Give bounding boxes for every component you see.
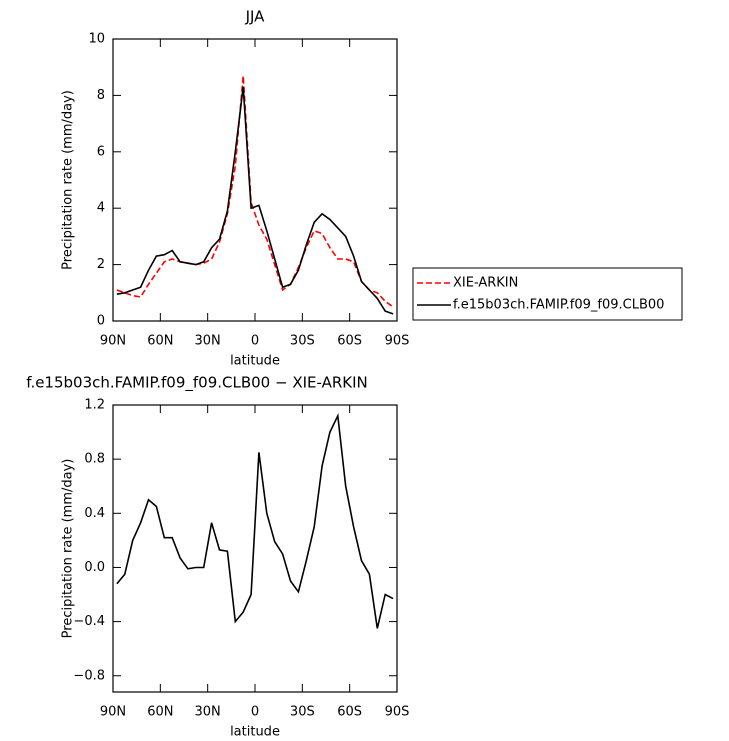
legend-label: XIE-ARKIN [453,276,518,291]
x-tick-label: 0 [251,705,259,720]
y-tick-label: −0.4 [73,614,105,629]
y-tick-label: 0 [97,314,105,329]
x-tick-label: 60N [147,334,173,349]
x-tick-label: 60S [337,705,362,720]
y-tick-label: 10 [88,32,105,47]
y-tick-label: 1.2 [84,398,105,413]
x-tick-label: 60N [147,705,173,720]
y-tick-label: 6 [97,144,105,159]
y-tick-label: 2 [97,257,105,272]
x-tick-label: 90S [385,334,410,349]
x-tick-label: 0 [251,334,259,349]
x-tick-label: 30S [290,705,315,720]
y-tick-label: 0.8 [84,452,105,467]
y-tick-label: 4 [97,201,105,216]
data-line [116,75,394,308]
y-tick-label: 0.4 [84,506,105,521]
legend-box [412,267,683,321]
y-axis-label: Precipitation rate (mm/day) [61,459,76,639]
data-line [116,412,394,629]
plot-frame [112,38,398,322]
y-axis-label: Precipitation rate (mm/day) [61,90,76,270]
plot-frame [112,404,398,693]
y-tick-label: −0.8 [73,668,105,683]
y-tick-label: 0.0 [84,560,105,575]
chart-title: JJA [245,8,266,26]
x-tick-label: 30N [195,705,221,720]
x-tick-label: 90N [100,334,126,349]
x-axis-label: latitude [230,725,280,740]
x-tick-label: 30S [290,334,315,349]
x-tick-label: 90N [100,705,126,720]
chart-title: f.e15b03ch.FAMIP.f09_f09.CLB00 − XIE-ARK… [26,374,368,393]
x-axis-label: latitude [230,354,280,369]
x-tick-label: 60S [337,334,362,349]
data-line [116,86,394,315]
legend-label: f.e15b03ch.FAMIP.f09_f09.CLB00 [453,298,664,313]
x-tick-label: 30N [195,334,221,349]
x-tick-label: 90S [385,705,410,720]
y-tick-label: 8 [97,88,105,103]
